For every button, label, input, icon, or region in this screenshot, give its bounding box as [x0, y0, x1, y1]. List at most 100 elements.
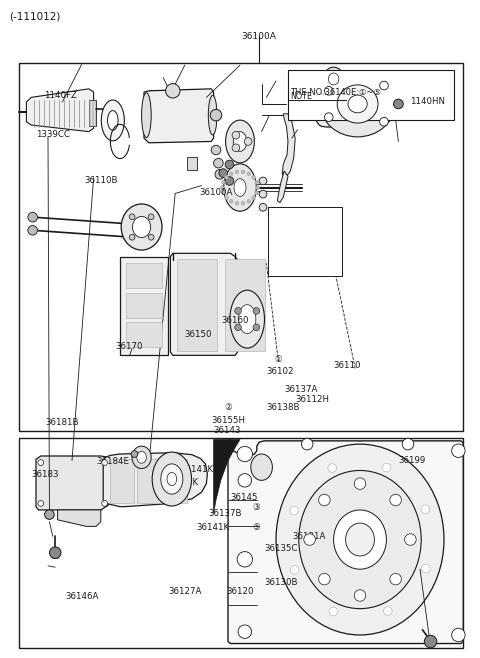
Bar	[126, 322, 162, 347]
Ellipse shape	[328, 464, 336, 472]
Ellipse shape	[49, 547, 61, 559]
Text: 36155H: 36155H	[211, 416, 245, 425]
Ellipse shape	[390, 494, 401, 506]
Ellipse shape	[226, 120, 254, 163]
Ellipse shape	[229, 199, 233, 203]
Ellipse shape	[225, 176, 234, 186]
Ellipse shape	[348, 95, 367, 113]
Ellipse shape	[256, 186, 260, 190]
Text: 36199: 36199	[398, 456, 426, 465]
Ellipse shape	[237, 551, 252, 567]
Ellipse shape	[232, 132, 240, 139]
Ellipse shape	[405, 534, 416, 545]
Ellipse shape	[221, 191, 225, 195]
Text: 36130B: 36130B	[264, 578, 298, 588]
Ellipse shape	[384, 607, 392, 615]
Ellipse shape	[324, 86, 333, 95]
Polygon shape	[58, 510, 101, 526]
Ellipse shape	[167, 472, 177, 486]
Ellipse shape	[402, 438, 414, 450]
Text: 36135C: 36135C	[264, 544, 298, 553]
Ellipse shape	[253, 307, 260, 315]
Text: 1140FZ: 1140FZ	[44, 91, 77, 100]
Text: 36127A: 36127A	[168, 587, 202, 596]
Ellipse shape	[221, 180, 225, 184]
Text: 36181B: 36181B	[46, 418, 79, 427]
Ellipse shape	[28, 213, 37, 222]
Polygon shape	[317, 80, 398, 127]
Ellipse shape	[132, 216, 151, 238]
Ellipse shape	[259, 190, 267, 198]
Ellipse shape	[235, 324, 241, 331]
Ellipse shape	[328, 73, 339, 85]
Ellipse shape	[152, 452, 192, 506]
Ellipse shape	[108, 111, 118, 130]
Ellipse shape	[131, 451, 138, 457]
Ellipse shape	[28, 226, 37, 235]
Ellipse shape	[215, 170, 225, 179]
Ellipse shape	[232, 144, 240, 151]
Ellipse shape	[142, 93, 151, 138]
Text: ③: ③	[252, 503, 260, 512]
Ellipse shape	[255, 191, 259, 195]
Text: 36141K: 36141K	[166, 478, 199, 488]
Bar	[19, 63, 463, 431]
Text: 36141K: 36141K	[197, 523, 230, 532]
Ellipse shape	[211, 145, 221, 155]
Ellipse shape	[241, 170, 245, 174]
Polygon shape	[144, 89, 214, 143]
Ellipse shape	[324, 113, 333, 122]
Ellipse shape	[324, 67, 344, 91]
Ellipse shape	[132, 446, 151, 468]
Ellipse shape	[259, 203, 267, 211]
Text: 36100A: 36100A	[242, 32, 276, 41]
Text: 36137B: 36137B	[209, 509, 242, 518]
Bar	[120, 257, 168, 355]
Ellipse shape	[380, 117, 388, 126]
Ellipse shape	[148, 214, 154, 220]
Ellipse shape	[235, 307, 241, 315]
Ellipse shape	[290, 506, 299, 515]
Ellipse shape	[235, 170, 239, 174]
Text: 36131A: 36131A	[293, 532, 326, 541]
Text: ⑤: ⑤	[252, 523, 260, 532]
Ellipse shape	[166, 84, 180, 98]
Text: 36100A: 36100A	[199, 188, 233, 197]
Text: (-111012): (-111012)	[10, 12, 61, 22]
Ellipse shape	[299, 470, 421, 609]
Text: 1339CC: 1339CC	[36, 130, 70, 139]
Bar	[288, 70, 454, 120]
Text: 36150: 36150	[185, 330, 212, 340]
Ellipse shape	[45, 510, 54, 519]
Ellipse shape	[354, 590, 366, 601]
Ellipse shape	[123, 233, 131, 241]
Ellipse shape	[214, 159, 223, 168]
Ellipse shape	[259, 177, 267, 185]
Ellipse shape	[148, 234, 154, 240]
Bar	[126, 293, 162, 318]
Ellipse shape	[102, 501, 108, 506]
Polygon shape	[26, 89, 96, 132]
Ellipse shape	[452, 444, 465, 457]
Ellipse shape	[123, 220, 131, 228]
Text: 36160: 36160	[222, 316, 249, 325]
Bar	[126, 263, 162, 288]
Polygon shape	[277, 171, 288, 203]
Ellipse shape	[251, 454, 273, 480]
Ellipse shape	[38, 460, 44, 465]
Ellipse shape	[239, 305, 256, 334]
Ellipse shape	[102, 460, 108, 465]
Ellipse shape	[321, 71, 395, 137]
Ellipse shape	[424, 636, 437, 647]
Ellipse shape	[247, 199, 251, 203]
Ellipse shape	[252, 176, 255, 179]
Bar	[187, 157, 197, 170]
Text: THE NO.36140E:①~⑤: THE NO.36140E:①~⑤	[290, 88, 382, 97]
Bar	[177, 259, 217, 351]
Ellipse shape	[301, 438, 313, 450]
Ellipse shape	[354, 478, 366, 490]
Text: ①: ①	[275, 355, 282, 364]
Ellipse shape	[382, 463, 391, 472]
Ellipse shape	[129, 214, 135, 220]
Polygon shape	[214, 440, 240, 513]
